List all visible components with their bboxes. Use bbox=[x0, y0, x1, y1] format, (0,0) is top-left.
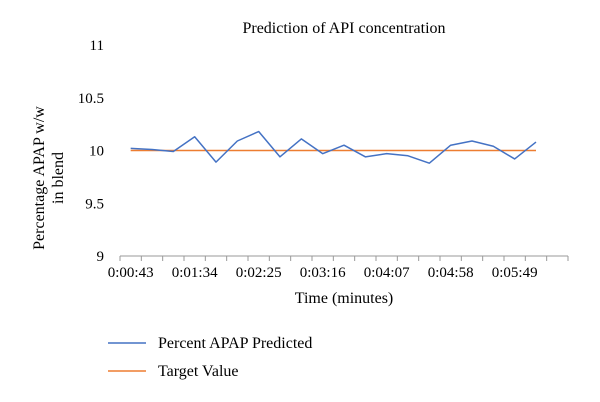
y-tick-label: 10.5 bbox=[78, 91, 104, 107]
y-axis-label-line-2: in blend bbox=[50, 152, 67, 204]
x-axis-ticks: 0:00:43 0:01:34 0:02:25 0:03:16 0:04:07 0:04:… bbox=[108, 256, 569, 281]
x-tick-label: 0:04:58 bbox=[428, 265, 474, 281]
x-tick-label: 0:05:49 bbox=[492, 265, 538, 281]
legend-item-predicted: Percent APAP Predicted bbox=[108, 335, 312, 352]
y-axis-label-line-1: Percentage APAP w/w bbox=[31, 106, 48, 250]
x-tick-label: 0:02:25 bbox=[236, 265, 282, 281]
legend-item-target: Target Value bbox=[108, 363, 238, 380]
series-line-predicted bbox=[130, 130, 537, 164]
legend: Percent APAP Predicted Target Value bbox=[108, 335, 312, 380]
y-tick-label: 11 bbox=[90, 38, 104, 54]
x-tick-label: 0:00:43 bbox=[108, 265, 154, 281]
y-tick-label: 9 bbox=[97, 249, 105, 265]
x-tick-label: 0:04:07 bbox=[364, 265, 410, 281]
chart-title: Prediction of API concentration bbox=[242, 20, 445, 37]
series-layer bbox=[130, 130, 537, 164]
y-axis-ticks: 9 9.5 10 10.5 11 bbox=[78, 38, 104, 265]
y-tick-label: 10 bbox=[89, 144, 104, 160]
x-tick-label: 0:03:16 bbox=[300, 265, 346, 281]
legend-label-predicted: Percent APAP Predicted bbox=[158, 335, 312, 352]
x-tick-label: 0:01:34 bbox=[172, 265, 218, 281]
legend-label-target: Target Value bbox=[158, 363, 238, 380]
y-tick-label: 9.5 bbox=[85, 196, 104, 212]
x-axis-label: Time (minutes) bbox=[295, 290, 394, 307]
y-axis-label: Percentage APAP w/w in blend bbox=[31, 106, 67, 250]
